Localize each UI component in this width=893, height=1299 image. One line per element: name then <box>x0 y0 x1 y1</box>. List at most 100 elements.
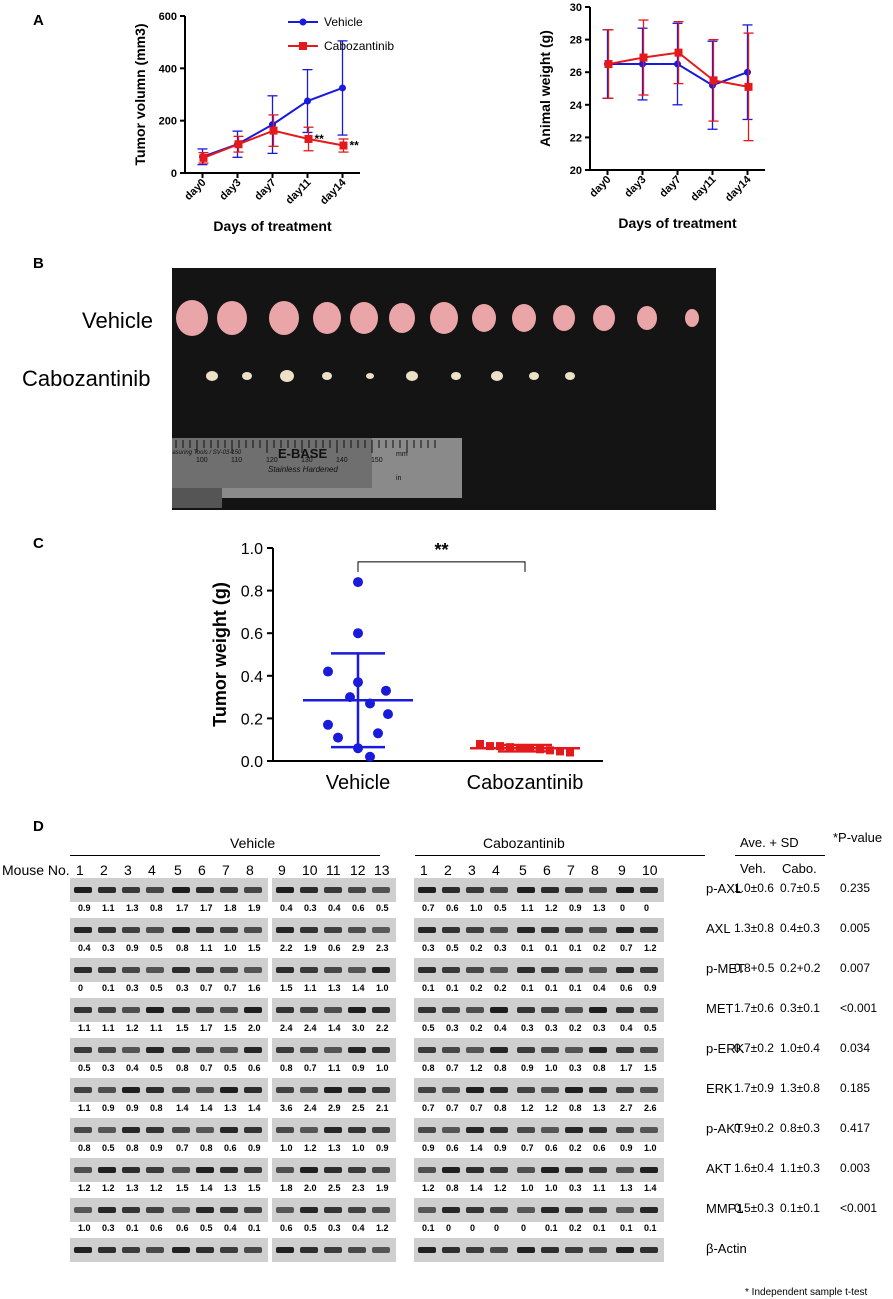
data-point <box>269 126 278 135</box>
blot-strip <box>272 1078 396 1102</box>
blot-band <box>442 967 460 973</box>
blot-strip <box>612 1158 664 1182</box>
quantification-value: 1.4 <box>328 1023 341 1033</box>
quantification-value: 0.5 <box>150 943 163 953</box>
blot-band <box>490 1087 508 1093</box>
quantification-value: 1.2 <box>304 1143 317 1153</box>
quantification-value: 0.8 <box>494 1103 507 1113</box>
quantification-value: 1.2 <box>78 1183 91 1193</box>
quantification-value: 0.5 <box>224 1063 237 1073</box>
quantification-value: 1.2 <box>644 943 657 953</box>
quantification-value: 1.2 <box>126 1023 139 1033</box>
average-cabo: 1.3±0.8 <box>780 1081 820 1095</box>
blot-band <box>300 1127 318 1133</box>
blot-band <box>466 1247 484 1253</box>
p-value: 0.007 <box>840 961 871 975</box>
protein-label: p-AXL <box>706 881 743 896</box>
protein-label: MET <box>706 1001 734 1016</box>
data-point-vehicle <box>373 728 383 739</box>
quantification-value: 1.1 <box>521 903 534 913</box>
data-point <box>639 60 646 68</box>
blot-band <box>442 1247 460 1253</box>
blot-band <box>196 1247 214 1253</box>
blot-band <box>565 1047 583 1053</box>
tumor-vehicle <box>269 301 299 335</box>
blot-band <box>74 1047 92 1053</box>
quantification-value: 0.2 <box>470 1023 483 1033</box>
average-cabo: 0.3±0.1 <box>780 1001 820 1015</box>
quantification-value: 2.5 <box>328 1183 341 1193</box>
blot-strip <box>414 1038 514 1062</box>
blot-strip <box>168 1078 268 1102</box>
average-cabo: 0.2+0.2 <box>780 961 821 975</box>
blot-band <box>517 1247 535 1253</box>
blot-strip <box>272 1118 396 1142</box>
blot-band <box>220 1007 238 1013</box>
quantification-value: 1.1 <box>102 1023 115 1033</box>
blot-band <box>74 1207 92 1213</box>
quantification-value: 1.0 <box>376 983 389 993</box>
data-point-vehicle <box>353 577 363 588</box>
quantification-value: 1.9 <box>248 903 261 913</box>
blot-strip <box>70 1158 170 1182</box>
protein-label: β-Actin <box>706 1241 747 1256</box>
quantification-value: 0.5 <box>150 1063 163 1073</box>
blot-band <box>300 887 318 893</box>
quantification-value: 0 <box>644 903 650 913</box>
quantification-value: 0.7 <box>620 943 633 953</box>
blot-strip <box>513 1158 613 1182</box>
tumor-cabozantinib <box>322 372 332 380</box>
average-vehicle: 1.7±0.9 <box>734 1081 774 1095</box>
blot-band <box>324 1167 342 1173</box>
blot-band <box>466 1167 484 1173</box>
blot-band <box>541 887 559 893</box>
quantification-value: 1.1 <box>304 983 317 993</box>
quantification-value: 1.9 <box>304 943 317 953</box>
quantification-value: 2.4 <box>280 1023 293 1033</box>
blot-band <box>146 1247 164 1253</box>
blot-band <box>616 1047 634 1053</box>
blot-strip <box>272 998 396 1022</box>
quantification-value: 0.9 <box>126 1103 139 1113</box>
data-point-vehicle <box>381 685 391 696</box>
quantification-value: 0.1 <box>569 983 582 993</box>
quantification-value: 0.1 <box>593 1223 606 1233</box>
blot-band <box>490 1047 508 1053</box>
tumor-vehicle <box>512 304 536 332</box>
blot-band <box>348 967 366 973</box>
y-tick-label: 0.8 <box>241 584 263 601</box>
quantification-value: 2.6 <box>644 1103 657 1113</box>
blot-band <box>300 1247 318 1253</box>
blot-band <box>122 887 140 893</box>
quantification-value: 1.2 <box>150 1183 163 1193</box>
tumor-vehicle <box>637 306 657 330</box>
mouse-number: 3 <box>124 862 132 878</box>
blot-band <box>541 1167 559 1173</box>
data-point-cabozantinib <box>556 747 564 756</box>
quantification-value: 1.2 <box>376 1223 389 1233</box>
blot-band <box>244 1167 262 1173</box>
quantification-value: 1.1 <box>102 903 115 913</box>
blot-strip <box>612 1198 664 1222</box>
blot-strip <box>612 998 664 1022</box>
blot-band <box>517 1047 535 1053</box>
blot-band <box>442 1207 460 1213</box>
blot-strip <box>414 878 514 902</box>
blot-band <box>276 1127 294 1133</box>
blot-band <box>74 967 92 973</box>
blot-strip <box>612 958 664 982</box>
quantification-value: 1.7 <box>200 1023 213 1033</box>
x-tick-label: day11 <box>689 174 719 204</box>
p-value: 0.185 <box>840 1081 871 1095</box>
tumor-vehicle <box>217 301 247 335</box>
quantification-value: 0.3 <box>545 1023 558 1033</box>
quantification-value: 0.4 <box>328 903 341 913</box>
blot-band <box>348 927 366 933</box>
quantification-value: 0.3 <box>304 903 317 913</box>
group-label: Vehicle <box>326 772 391 794</box>
y-tick-label: 28 <box>570 35 582 47</box>
quantification-value: 0.5 <box>422 1023 435 1033</box>
quantification-value: 0.7 <box>446 1063 459 1073</box>
data-point-vehicle <box>353 628 363 639</box>
blot-band <box>541 1047 559 1053</box>
